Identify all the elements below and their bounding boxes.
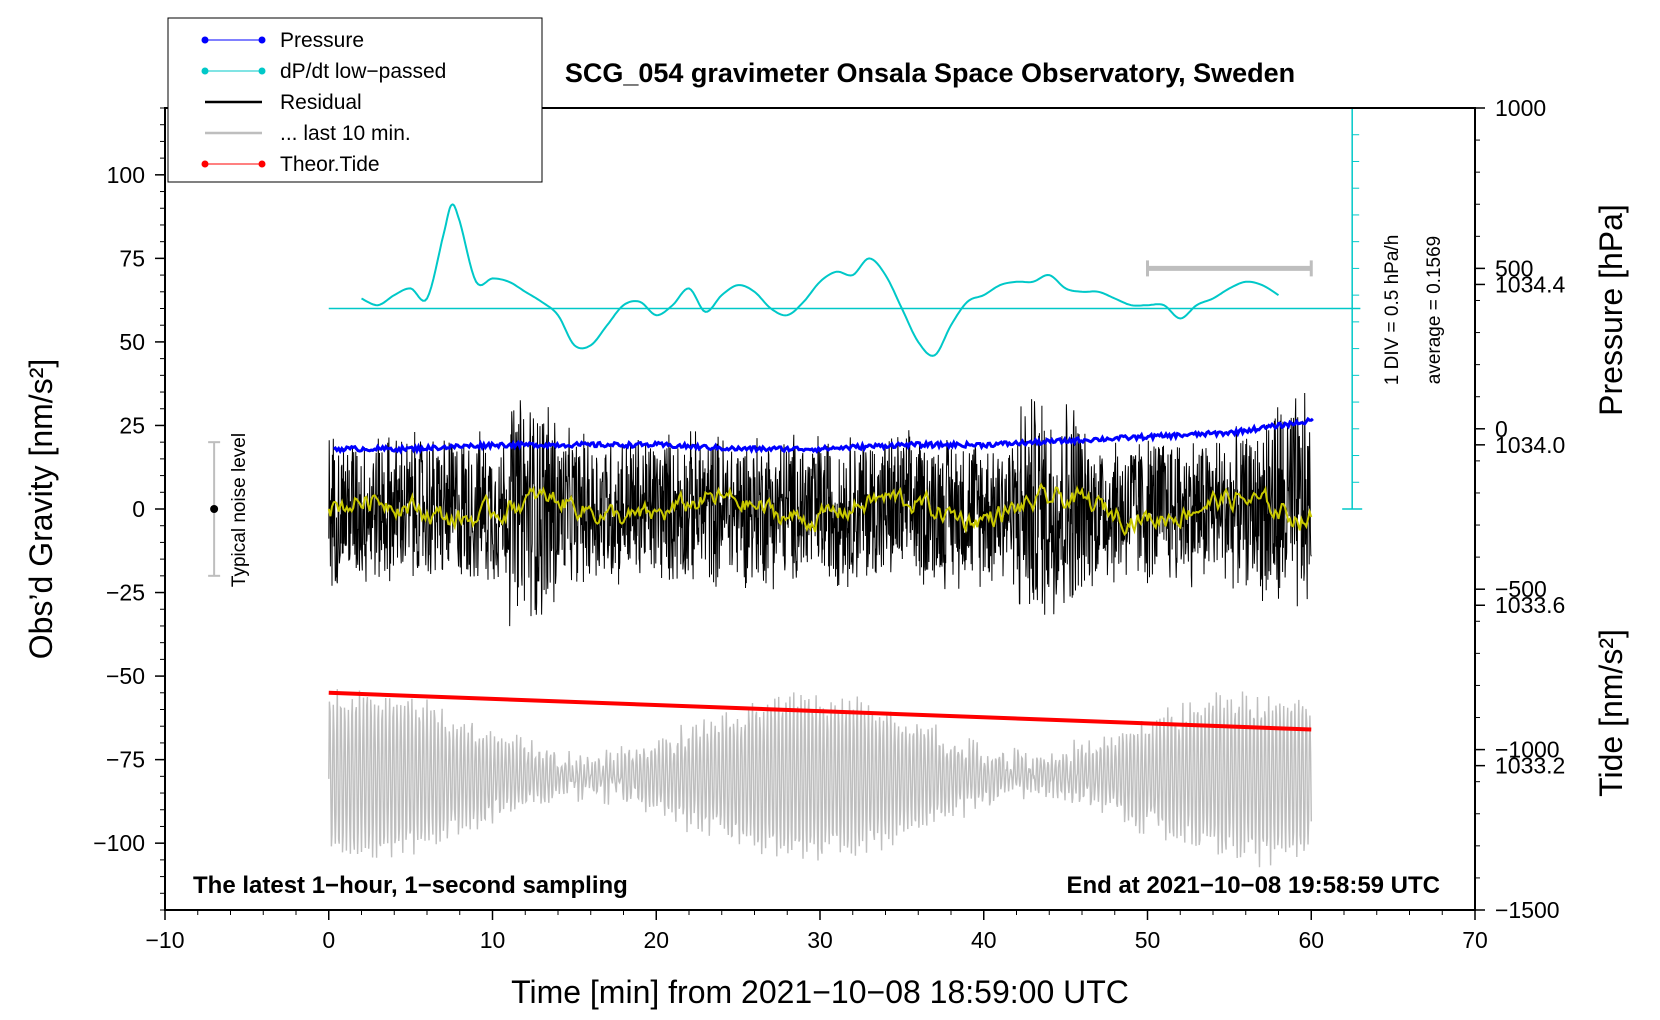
legend-label: dP/dt low−passed <box>280 60 446 83</box>
tide-tick-label: −1500 <box>1495 897 1560 923</box>
footer-right-text: End at 2021−10−08 19:58:59 UTC <box>1066 872 1440 899</box>
y-tick-label: −75 <box>106 747 145 773</box>
y-axis-title-pressure: Pressure [hPa] <box>1593 204 1629 416</box>
x-tick-label: −10 <box>145 927 184 953</box>
legend-marker <box>201 36 209 44</box>
legend-label: Pressure <box>280 29 364 52</box>
legend-label: Residual <box>280 91 362 114</box>
legend-marker <box>201 67 209 75</box>
y-tick-label: 100 <box>107 162 145 188</box>
tide-tick-label: 1000 <box>1495 95 1546 121</box>
pressure-line <box>332 416 1314 455</box>
y-tick-label: 0 <box>132 496 145 522</box>
dpdt-scale-label: 1 DIV = 0.5 hPa/h <box>1382 235 1403 386</box>
x-tick-label: 0 <box>322 927 335 953</box>
legend-box <box>167 17 543 183</box>
y-tick-label: 75 <box>119 245 145 271</box>
pressure-tick-label: 1034.0 <box>1495 432 1565 458</box>
y-tick-label: −100 <box>93 830 145 856</box>
y-tick-label: −25 <box>106 580 145 606</box>
y-axis-title-gravity: Obs’d Gravity [nm/s²] <box>23 359 59 660</box>
pressure-tick-label: 1033.2 <box>1495 753 1565 779</box>
footer-left-text: The latest 1−hour, 1−second sampling <box>193 872 628 899</box>
theor-tide-line <box>328 690 1312 732</box>
y-tick-label: 50 <box>119 329 145 355</box>
x-tick-label: 30 <box>807 927 833 953</box>
x-tick-label: 10 <box>480 927 506 953</box>
x-tick-label: 40 <box>971 927 997 953</box>
legend-marker <box>258 67 266 75</box>
series-layer <box>208 107 1363 868</box>
y-tick-label: 25 <box>119 412 145 438</box>
noise-level-dot <box>210 505 219 513</box>
chart-title: SCG_054 gravimeter Onsala Space Observat… <box>565 58 1295 88</box>
x-axis-title: Time [min] from 2021−10−08 18:59:00 UTC <box>511 974 1129 1010</box>
dpdt-average-label: average = 0.1569 <box>1424 236 1445 384</box>
legend-label: ... last 10 min. <box>280 122 411 145</box>
x-tick-label: 70 <box>1462 927 1488 953</box>
legend-marker <box>258 36 266 44</box>
pressure-tick-label: 1034.4 <box>1495 271 1566 297</box>
legend-label: Theor.Tide <box>280 153 380 176</box>
tide-tick-label: 0 <box>1495 416 1508 442</box>
dpdt-line <box>361 203 1280 357</box>
noise-level-label: Typical noise level <box>229 433 250 587</box>
legend: Pressure dP/dt low−passed Residual ... last… <box>167 17 543 183</box>
x-tick-label: 50 <box>1135 927 1161 953</box>
tide-tick-label: −1000 <box>1495 737 1560 763</box>
legend-marker <box>258 160 266 168</box>
residual-smoothed-line <box>327 482 1313 537</box>
last-10-min-line <box>328 689 1312 868</box>
pressure-tick-label: 1033.6 <box>1495 592 1565 618</box>
y-axis-title-tide: Tide [nm/s²] <box>1593 629 1629 797</box>
ticks-layer: −10 0 10 20 30 40 50 60 701007550250−25−50−75−10… <box>93 95 1565 953</box>
residual-line <box>328 392 1312 627</box>
x-tick-label: 20 <box>643 927 669 953</box>
y-tick-label: −50 <box>106 663 145 689</box>
tide-tick-label: −500 <box>1495 576 1547 602</box>
x-tick-label: 60 <box>1298 927 1324 953</box>
tide-tick-label: 500 <box>1495 255 1533 281</box>
legend-marker <box>201 160 209 168</box>
